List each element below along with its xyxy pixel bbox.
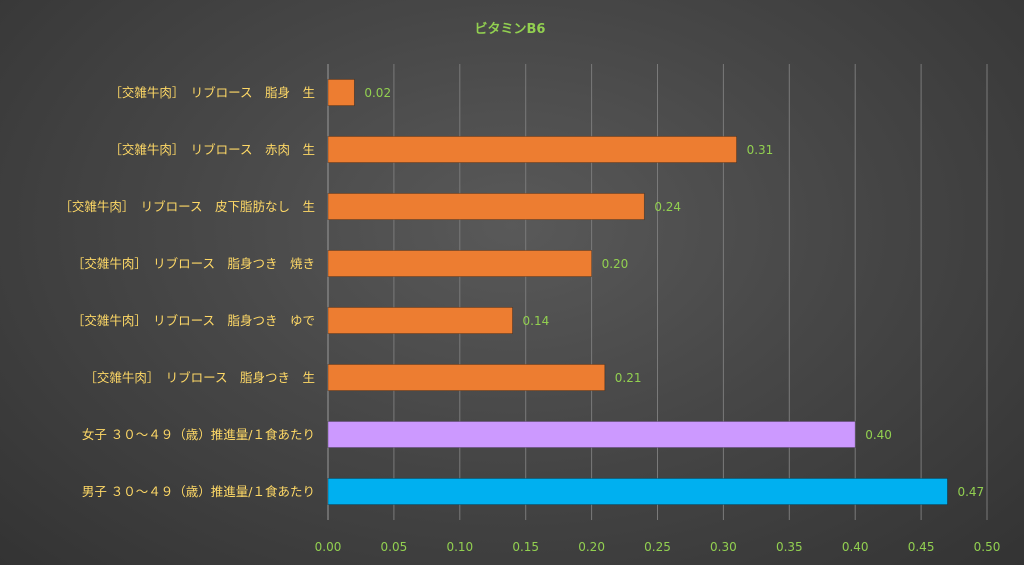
gridlines — [327, 64, 988, 520]
x-tick-label: 0.30 — [710, 540, 737, 554]
data-label: 0.24 — [654, 200, 681, 214]
data-label: 0.31 — [747, 143, 774, 157]
x-tick-label: 0.20 — [578, 540, 605, 554]
x-tick-label: 0.25 — [644, 540, 671, 554]
bar — [327, 363, 606, 392]
x-tick-label: 0.40 — [842, 540, 869, 554]
category-label: ［交雑牛肉］ リブロース 脂身 生 — [109, 85, 315, 100]
category-label: ［交雑牛肉］ リブロース 脂身つき 生 — [84, 370, 315, 385]
x-tick-label: 0.35 — [776, 540, 803, 554]
data-labels: 0.02 0.31 0.24 0.20 0.14 0.21 0.40 0.47 — [364, 86, 984, 499]
data-label: 0.40 — [865, 428, 892, 442]
bars — [327, 78, 948, 506]
bar — [327, 192, 645, 221]
data-label: 0.14 — [523, 314, 550, 328]
category-label: 男子 ３０～４９（歳）推進量/１食あたり — [82, 484, 315, 499]
bar — [327, 477, 948, 506]
bar — [327, 306, 513, 335]
category-label: ［交雑牛肉］ リブロース 皮下脂肪なし 生 — [59, 199, 315, 214]
x-tick-label: 0.15 — [512, 540, 539, 554]
data-label: 0.21 — [615, 371, 642, 385]
category-label: 女子 ３０～４９（歳）推進量/１食あたり — [82, 427, 315, 442]
data-label: 0.20 — [602, 257, 629, 271]
bar — [327, 78, 355, 107]
x-tick-label: 0.45 — [908, 540, 935, 554]
bar — [327, 135, 737, 164]
x-axis: 0.00 0.05 0.10 0.15 0.20 0.25 0.30 0.35 0.40 0.45… — [315, 540, 1001, 554]
bar — [327, 249, 593, 278]
data-label: 0.02 — [364, 86, 391, 100]
x-tick-label: 0.10 — [446, 540, 473, 554]
x-tick-label: 0.50 — [974, 540, 1001, 554]
x-tick-label: 0.00 — [315, 540, 342, 554]
chart-title: ビタミンB6 — [475, 21, 546, 37]
category-label: ［交雑牛肉］ リブロース 赤肉 生 — [109, 142, 315, 157]
bar — [327, 420, 856, 449]
category-label: ［交雑牛肉］ リブロース 脂身つき ゆで — [72, 313, 315, 328]
category-label: ［交雑牛肉］ リブロース 脂身つき 焼き — [72, 256, 315, 271]
category-labels: ［交雑牛肉］ リブロース 脂身 生 ［交雑牛肉］ リブロース 赤肉 生 ［交雑牛肉］… — [59, 85, 315, 499]
data-label: 0.47 — [957, 485, 984, 499]
x-tick-label: 0.05 — [381, 540, 408, 554]
